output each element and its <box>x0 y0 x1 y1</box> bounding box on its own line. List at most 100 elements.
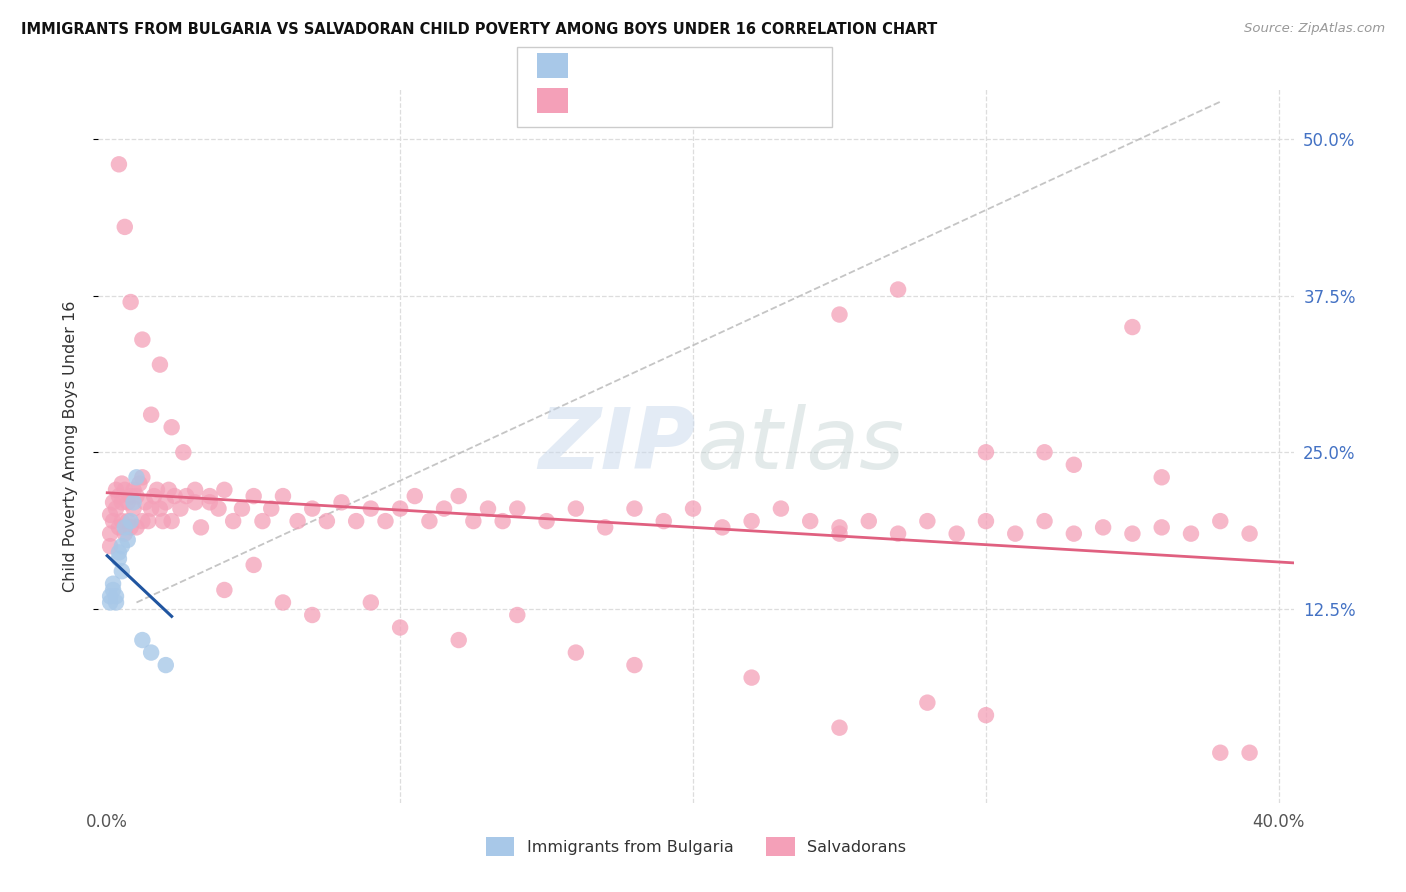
Point <box>111 514 134 528</box>
Point <box>108 520 131 534</box>
Point <box>125 470 148 484</box>
Text: IMMIGRANTS FROM BULGARIA VS SALVADORAN CHILD POVERTY AMONG BOYS UNDER 16 CORRELA: IMMIGRANTS FROM BULGARIA VS SALVADORAN C… <box>21 22 938 37</box>
Point <box>184 495 207 509</box>
Text: R =: R = <box>579 94 614 108</box>
Text: N =: N = <box>671 58 707 72</box>
Point <box>565 501 588 516</box>
Point <box>389 501 412 516</box>
Point <box>506 607 529 622</box>
Point <box>117 514 139 528</box>
Point <box>917 514 939 528</box>
Point <box>114 219 136 234</box>
Point <box>1033 445 1056 459</box>
Point <box>160 420 183 434</box>
Point <box>111 495 134 509</box>
Point <box>122 501 145 516</box>
Point <box>108 551 131 566</box>
Point <box>447 633 470 648</box>
Point <box>360 501 382 516</box>
Point <box>160 514 183 528</box>
Point <box>120 520 142 534</box>
Point <box>149 501 172 516</box>
Point <box>271 489 294 503</box>
Point <box>1033 514 1056 528</box>
Point <box>114 526 136 541</box>
Point <box>858 514 880 528</box>
Point <box>682 501 704 516</box>
Point <box>360 595 382 609</box>
Point <box>134 495 156 509</box>
Point <box>974 445 997 459</box>
Point <box>506 501 529 516</box>
Point <box>155 495 177 509</box>
Point <box>974 708 997 723</box>
Point <box>315 514 337 528</box>
Point <box>1150 520 1173 534</box>
Point <box>122 495 145 509</box>
Point <box>389 621 412 635</box>
Point <box>433 501 456 516</box>
Point <box>463 514 485 528</box>
Point <box>231 501 253 516</box>
Point <box>477 501 499 516</box>
Point <box>105 589 127 603</box>
Point <box>207 501 229 516</box>
Point <box>105 595 127 609</box>
Point <box>1121 526 1143 541</box>
Point <box>131 633 153 648</box>
Point <box>418 514 440 528</box>
Point <box>114 483 136 497</box>
Point <box>98 539 121 553</box>
Text: N =: N = <box>671 94 707 108</box>
Text: -0.148: -0.148 <box>617 94 675 108</box>
Point <box>222 514 245 528</box>
Y-axis label: Child Poverty Among Boys Under 16: Child Poverty Among Boys Under 16 <box>63 301 77 591</box>
Point <box>143 489 166 503</box>
Text: R =: R = <box>579 58 614 72</box>
Point <box>565 646 588 660</box>
Point <box>198 489 221 503</box>
Point <box>98 595 121 609</box>
Point <box>117 495 139 509</box>
Point <box>120 514 142 528</box>
Point <box>1004 526 1026 541</box>
Point <box>1209 514 1232 528</box>
Point <box>711 520 734 534</box>
Point <box>374 514 396 528</box>
Point <box>214 483 236 497</box>
Point <box>105 483 127 497</box>
Legend: Immigrants from Bulgaria, Salvadorans: Immigrants from Bulgaria, Salvadorans <box>479 830 912 863</box>
Point <box>242 489 264 503</box>
Point <box>122 483 145 497</box>
Point <box>111 539 134 553</box>
Point <box>828 308 851 322</box>
Point <box>1209 746 1232 760</box>
Point <box>1239 526 1261 541</box>
Point <box>108 489 131 503</box>
Point <box>1239 746 1261 760</box>
Point <box>136 514 159 528</box>
Point <box>974 514 997 528</box>
Point <box>404 489 426 503</box>
Text: Source: ZipAtlas.com: Source: ZipAtlas.com <box>1244 22 1385 36</box>
Point <box>120 489 142 503</box>
Point <box>769 501 792 516</box>
Point <box>141 646 163 660</box>
Point <box>146 483 169 497</box>
Point <box>155 658 177 673</box>
Text: 18: 18 <box>709 58 731 72</box>
Point <box>141 501 163 516</box>
Point <box>114 520 136 534</box>
Point <box>887 526 910 541</box>
Point <box>184 483 207 497</box>
Text: atlas: atlas <box>696 404 904 488</box>
Point <box>111 476 134 491</box>
Point <box>101 495 124 509</box>
Point <box>828 520 851 534</box>
Point <box>125 520 148 534</box>
Point <box>917 696 939 710</box>
Point <box>828 526 851 541</box>
Point <box>101 576 124 591</box>
Text: 124: 124 <box>709 94 742 108</box>
Point <box>98 589 121 603</box>
